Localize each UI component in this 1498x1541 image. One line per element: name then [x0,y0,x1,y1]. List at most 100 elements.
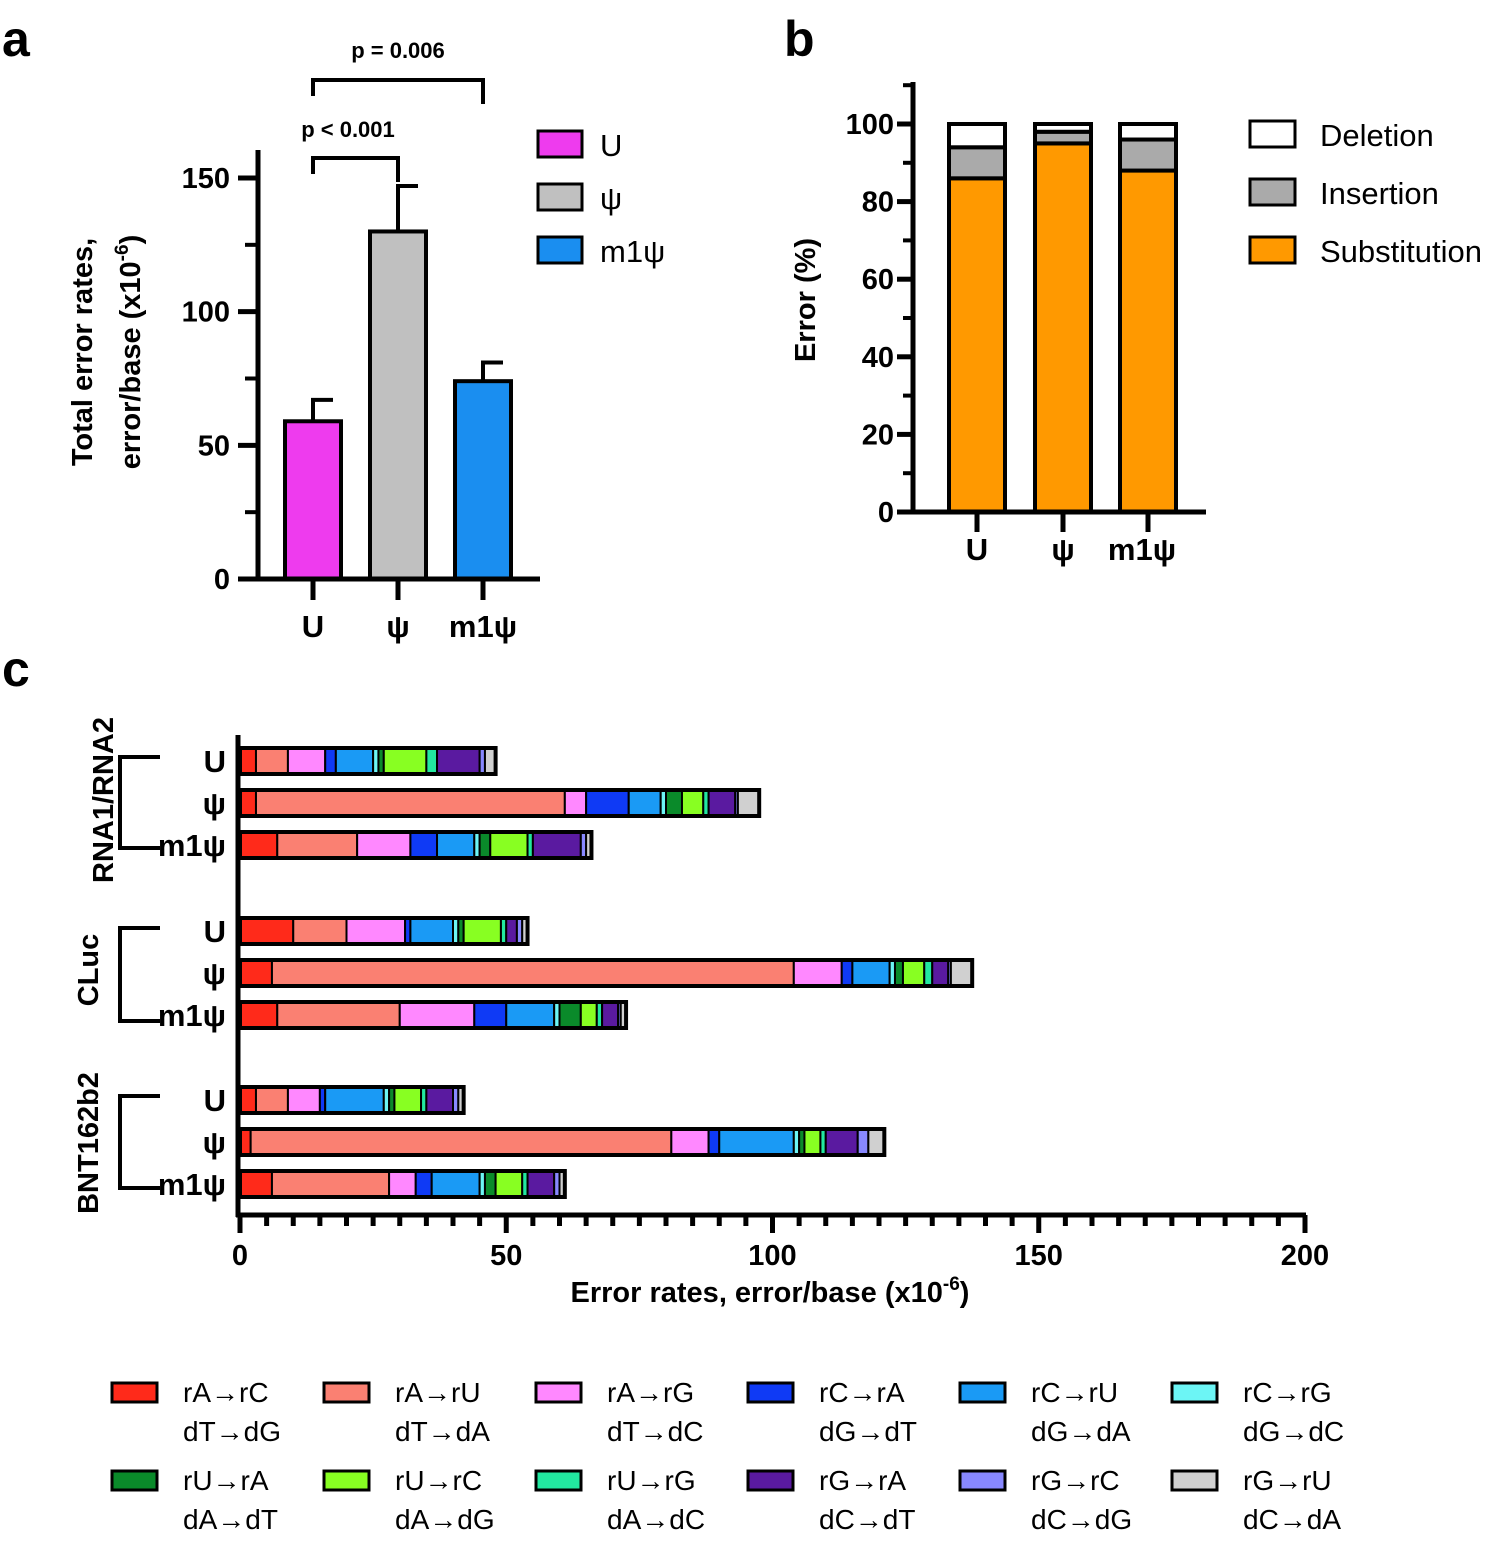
panel-a-ytick-label: 100 [182,297,230,329]
panel-c-row-label: m1ψ [158,1167,226,1202]
panel-c-segment-9 [531,831,582,859]
panel-b-xtick-label: ψ [1051,532,1074,567]
panel-c-chart: 0 50 100 150 200 Uψ m1ψ Uψ m1ψ Uψ m1ψ RNA1/RNA2 CL… [73,717,1344,1535]
panel-c-legend-label-dna: dT→dG [183,1416,281,1447]
panel-c-row-label: U [204,1083,226,1118]
panel-c-legend-label-rna: rC→rA [819,1377,905,1408]
panel-c-legend-swatch [1170,1381,1219,1404]
panel-c-row-6 [238,1085,466,1115]
panel-c-row-labels: Uψ m1ψ Uψ m1ψ Uψ m1ψ [158,744,226,1202]
panel-c-legend-label-dna: dA→dC [607,1504,705,1535]
panel-c-legend-swatch [746,1381,795,1404]
panel-c-row-8 [238,1169,567,1199]
panel-c-segment-4 [430,1170,481,1198]
panel-c-segment-6 [665,789,683,817]
panel-c-legend-label-dna: dG→dA [1031,1416,1131,1447]
panel-c-groups: RNA1/RNA2 CLuc BNT162b2 [73,717,160,1214]
panel-c-segment-4 [505,1001,556,1029]
panel-b-ytick-label: 40 [862,342,894,374]
panel-c-row-5 [238,1000,629,1030]
panel-c-segment-1 [292,917,348,945]
panel-c-row-label: ψ [203,956,226,991]
panel-c-xlabel: Error rates, error/base (x10-6) [571,1274,970,1309]
panel-c-segment-9 [707,789,737,817]
panel-c-legend-label-dna: dC→dA [1243,1504,1341,1535]
panel-c-segment-3 [585,789,630,817]
panel-a-legend-label: ψ [600,181,622,216]
panel-a-ylabel-line2: error/base (x10-6) [112,235,147,470]
panel-a-ylabel-close: ) [115,235,147,245]
panel-b-legend-label: Substitution [1320,234,1482,269]
panel-c-segment-7 [382,747,428,775]
panel-c-x-ticks: 0 50 100 150 200 [232,1215,1329,1272]
panel-a-legend: Uψ m1ψ [536,128,665,269]
panel-c-segment-6 [893,959,904,987]
panel-c-segment-7 [393,1086,423,1114]
panel-c-segment-0 [239,917,295,945]
panel-b-ytick-label: 100 [846,109,894,141]
panel-c-row-0 [238,746,498,776]
panel-c-group-bracket [118,755,160,850]
panel-c-group-label: RNA1/RNA2 [88,717,120,883]
panel-c-legend-label-rna: rC→rU [1031,1377,1118,1408]
panel-c-segment-9 [824,1128,859,1156]
panel-c-segment-0 [239,747,257,775]
panel-c-row-7 [238,1127,887,1157]
panel-c-xlabel-exp: -6 [943,1274,960,1295]
panel-c-xtick-label: 150 [1015,1240,1063,1272]
panel-c-segment-1 [276,1001,401,1029]
panel-c-legend-label-dna: dC→dT [819,1504,915,1535]
panel-a-y-ticks: 0 50 100 150 [182,163,258,596]
panel-c-segment-11 [949,959,974,987]
panel-c-segment-1 [249,1128,673,1156]
panel-c-row-label: ψ [203,786,226,821]
panel-b-xtick-label: m1ψ [1108,532,1176,567]
panel-a-xtick-label: m1ψ [449,609,517,644]
panel-c-legend-swatch [322,1381,371,1404]
panel-a-significance: p < 0.001 p = 0.006 [301,38,485,182]
panel-c-legend-label-rna: rC→rG [1243,1377,1332,1408]
panel-b-legend: Deletion Insertion Substitution [1248,118,1482,269]
panel-c-legend-swatch [110,1469,159,1492]
panel-c-legend-label-rna: rG→rC [1031,1465,1120,1496]
panel-c-legend-label-rna: rU→rA [183,1465,269,1496]
panel-c-legend-label-dna: dC→dG [1031,1504,1132,1535]
panel-a-bar-2 [453,379,513,581]
panel-c-row-label: U [204,914,226,949]
panel-c-segment-3 [473,1001,508,1029]
panel-c-bars [238,746,975,1199]
panel-c-legend-label-rna: rA→rG [607,1377,694,1408]
panel-a-ylabel-main: error/base (x10 [115,261,147,469]
panel-a-pvalue-0: p < 0.001 [301,117,395,142]
panel-c-legend-label-dna: dA→dG [395,1504,495,1535]
panel-c-xtick-label: 0 [232,1240,248,1272]
panel-letter-b: b [784,11,815,67]
panel-c-group-bracket [118,1094,160,1190]
panel-c-row-2 [238,830,594,860]
panel-c-segment-7 [579,1001,598,1029]
panel-c-segment-11 [736,789,761,817]
panel-c-group-bracket [118,926,160,1023]
panel-c-xlabel-close: ) [960,1277,970,1309]
panel-c-segment-0 [239,1170,273,1198]
panel-c-legend-swatch [958,1381,1007,1404]
panel-c-legend-label-dna: dT→dA [395,1416,490,1447]
panel-c-segment-11 [867,1128,886,1156]
panel-c-segment-6 [558,1001,582,1029]
panel-b-segment-substitution [947,176,1007,514]
panel-c-legend-swatch [1170,1469,1219,1492]
panel-c-legend-label-rna: rG→rA [819,1465,906,1496]
panel-letter-c: c [2,641,30,697]
panel-b-segment-deletion [1118,122,1178,142]
panel-letter-a: a [2,11,31,67]
panel-c-segment-1 [270,1170,391,1198]
panel-b-segment-deletion [1033,122,1093,134]
panel-b-ytick-label: 60 [862,264,894,296]
panel-c-segment-3 [409,831,439,859]
panel-b-segment-insertion [1118,137,1178,173]
panel-c-row-label: m1ψ [158,998,226,1033]
panel-c-xtick-label: 50 [490,1240,522,1272]
